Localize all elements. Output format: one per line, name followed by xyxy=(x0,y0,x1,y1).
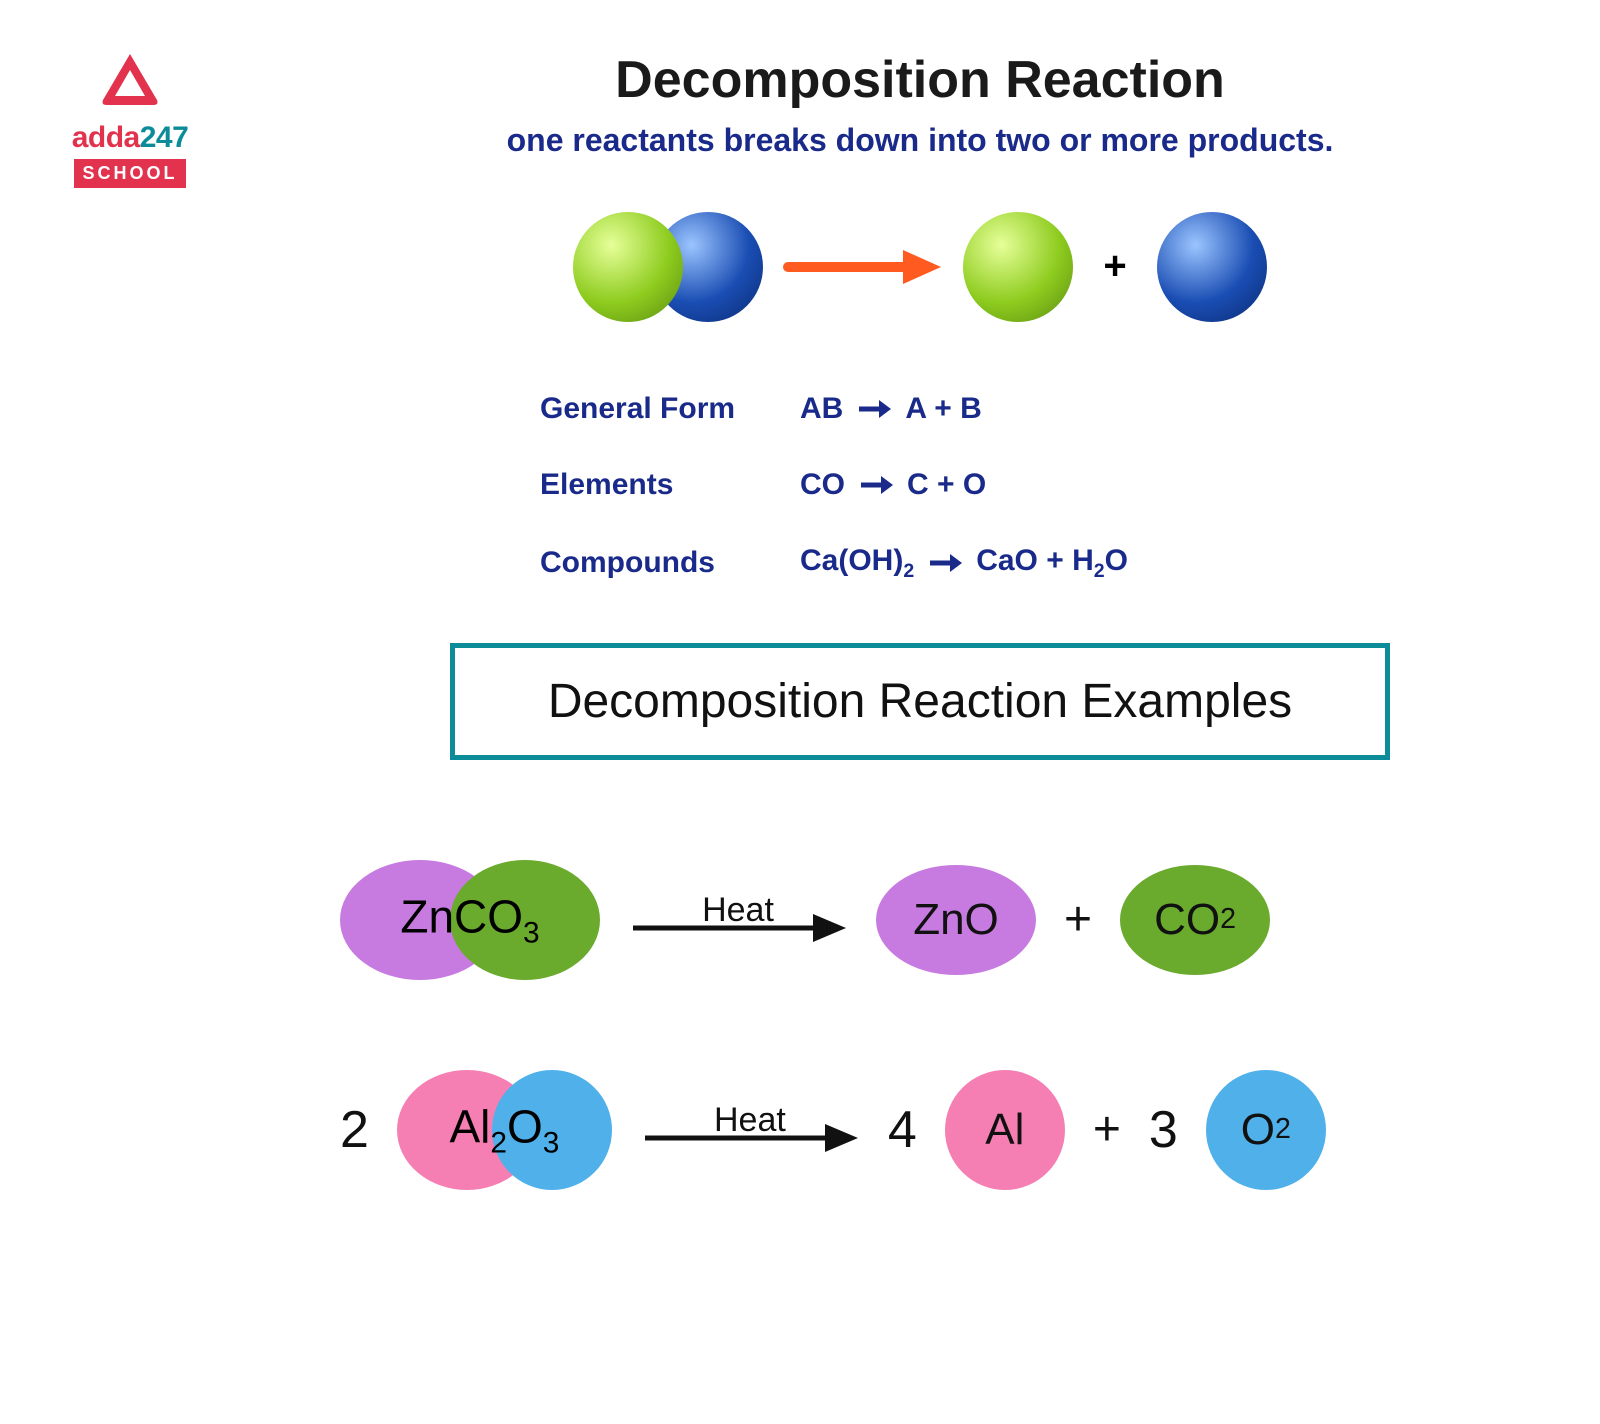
form-rhs: A + B xyxy=(905,392,981,426)
form-row-elements: Elements CO C + O xyxy=(540,468,1300,502)
product-sphere-blue xyxy=(1157,212,1267,322)
form-lhs: CO xyxy=(800,468,845,502)
example-row-1: ZnCO3 Heat ZnO + CO2 xyxy=(340,860,1520,980)
molecule-diagram: + xyxy=(320,212,1520,322)
coefficient: 2 xyxy=(340,1100,369,1160)
product-sphere-green xyxy=(963,212,1073,322)
form-equation: CO C + O xyxy=(800,468,986,502)
form-label: Elements xyxy=(540,468,800,502)
example-row-2: 2 Al2O3 Heat 4 Al + 3 O2 xyxy=(340,1070,1520,1190)
reactant-pair xyxy=(573,212,763,322)
heat-arrow: Heat xyxy=(628,891,848,948)
small-arrow-icon xyxy=(859,474,893,496)
form-row-general: General Form AB A + B xyxy=(540,392,1300,426)
reaction-arrow-icon xyxy=(783,242,943,292)
plus-symbol: + xyxy=(1093,1102,1121,1157)
sphere-green xyxy=(573,212,683,322)
product-oval-2: O2 xyxy=(1206,1070,1326,1190)
small-arrow-icon xyxy=(928,552,962,574)
form-equation: Ca(OH)2 CaO + H2O xyxy=(800,544,1128,583)
brand-logo: adda247 SCHOOL xyxy=(60,50,200,188)
reactant-formula: Al2O3 xyxy=(449,1099,559,1160)
logo-triangle-icon xyxy=(95,50,165,110)
product-oval-1: Al xyxy=(945,1070,1065,1190)
form-label: Compounds xyxy=(540,546,800,580)
form-table: General Form AB A + B Elements CO C + O … xyxy=(540,392,1300,583)
form-lhs: AB xyxy=(800,392,843,426)
form-label: General Form xyxy=(540,392,800,426)
page-subtitle: one reactants breaks down into two or mo… xyxy=(320,120,1520,162)
arrow-icon xyxy=(628,908,848,948)
page-title: Decomposition Reaction xyxy=(320,50,1520,110)
form-lhs: Ca(OH)2 xyxy=(800,544,914,583)
form-rhs: CaO + H2O xyxy=(976,544,1128,583)
product-oval-1: ZnO xyxy=(876,865,1036,975)
form-rhs: C + O xyxy=(907,468,986,502)
arrow-icon xyxy=(640,1118,860,1158)
product-oval-2: CO2 xyxy=(1120,865,1270,975)
form-row-compounds: Compounds Ca(OH)2 CaO + H2O xyxy=(540,544,1300,583)
logo-wordmark: adda247 xyxy=(60,121,200,155)
reactant-ovals: Al2O3 xyxy=(397,1070,612,1190)
reactant-ovals: ZnCO3 xyxy=(340,860,600,980)
small-arrow-icon xyxy=(857,398,891,420)
main-content: Decomposition Reaction one reactants bre… xyxy=(320,50,1520,1190)
plus-symbol: + xyxy=(1103,244,1126,289)
reactant-formula: ZnCO3 xyxy=(400,889,539,950)
coefficient: 4 xyxy=(888,1100,917,1160)
logo-brand-teal: 247 xyxy=(140,121,189,154)
logo-school-badge: SCHOOL xyxy=(74,159,185,188)
logo-brand-red: adda xyxy=(72,121,140,154)
coefficient: 3 xyxy=(1149,1100,1178,1160)
form-equation: AB A + B xyxy=(800,392,982,426)
heat-arrow: Heat xyxy=(640,1101,860,1158)
plus-symbol: + xyxy=(1064,892,1092,947)
examples-title-box: Decomposition Reaction Examples xyxy=(450,643,1390,760)
